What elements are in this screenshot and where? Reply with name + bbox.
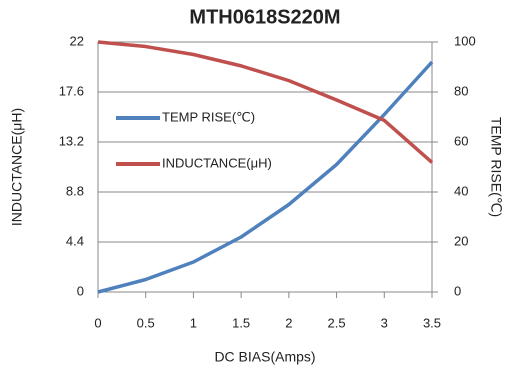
- x-tick-label: 2: [285, 315, 292, 330]
- y-tick-label: 22: [70, 33, 84, 48]
- y-tick-label: 13.2: [59, 133, 84, 148]
- y2-tick-label: 100: [454, 33, 476, 48]
- x-tick-label: 2.5: [328, 315, 346, 330]
- x-tick-label: 3: [381, 315, 388, 330]
- y2-tick-label: 40: [454, 183, 468, 198]
- x-tick-label: 1: [190, 315, 197, 330]
- x-tick-label: 0: [94, 315, 101, 330]
- y2-tick-label: 60: [454, 133, 468, 148]
- y-axis-label: INDUCTANCE(μH): [9, 108, 25, 226]
- series-line: [97, 60, 434, 294]
- chart-title: MTH0618S220M: [189, 6, 340, 28]
- y2-tick-label: 0: [454, 283, 461, 298]
- y2-axis-label: TEMP RISE(℃): [488, 117, 504, 217]
- y-tick-label: 4.4: [66, 233, 84, 248]
- x-tick-label: 1.5: [232, 315, 250, 330]
- x-tick-label: 3.5: [423, 315, 441, 330]
- y2-tick-label: 80: [454, 83, 468, 98]
- x-axis-label: DC BIAS(Amps): [214, 349, 315, 365]
- y-tick-label: 17.6: [59, 83, 84, 98]
- series-line: [97, 40, 434, 164]
- y-tick-label: 0: [77, 283, 84, 298]
- legend-label: INDUCTANCE(μH): [162, 155, 272, 170]
- legend-label: TEMP RISE(℃): [162, 109, 255, 124]
- y2-tick-label: 20: [454, 233, 468, 248]
- y-tick-label: 8.8: [66, 183, 84, 198]
- x-tick-label: 0.5: [137, 315, 155, 330]
